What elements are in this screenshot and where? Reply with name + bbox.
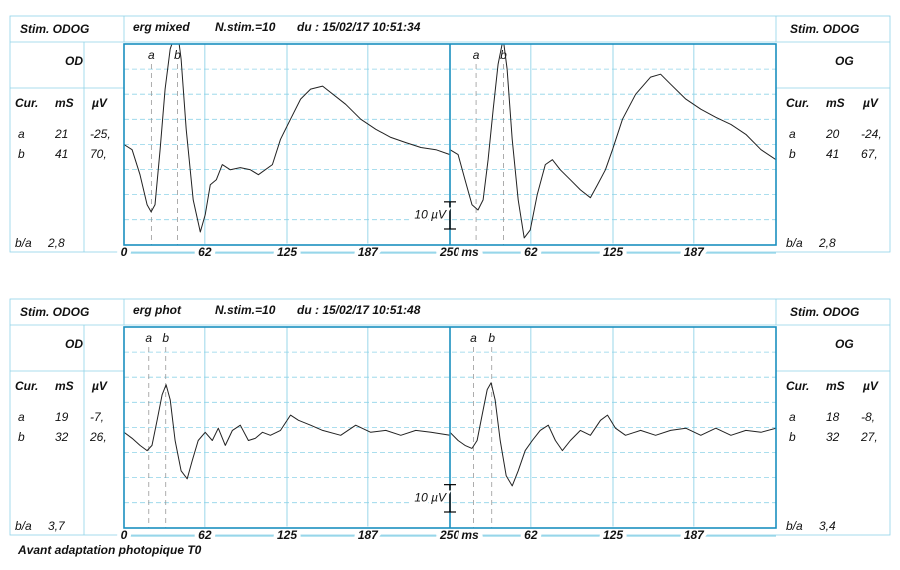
- x-tick-label: 0: [121, 528, 128, 542]
- cursor-value: a: [789, 410, 796, 424]
- x-tick-label: 250: [439, 245, 460, 259]
- x-tick-label: 0: [121, 245, 128, 259]
- cursor-label: a: [148, 48, 155, 62]
- erg-trace: [124, 44, 451, 233]
- panel-title: Stim. ODOG: [790, 305, 859, 319]
- cursor-value: 70,: [90, 147, 107, 161]
- x-tick-label: 187: [684, 528, 705, 542]
- cursor-value: -25,: [90, 127, 111, 141]
- cursor-value: b: [18, 430, 25, 444]
- x-tick-label: 62: [198, 528, 212, 542]
- eye-label: OD: [65, 337, 83, 351]
- cursor-label: a: [145, 331, 152, 345]
- ratio-label: b/a: [15, 519, 32, 533]
- panel-frame: [9, 298, 891, 536]
- cursor-value: 21: [54, 127, 68, 141]
- column-header: mS: [826, 96, 845, 110]
- cursor-value: -24,: [861, 127, 882, 141]
- cursor-value: 26,: [89, 430, 107, 444]
- protocol: erg mixed: [133, 20, 190, 34]
- eye-label: OD: [65, 54, 83, 68]
- cursor-value: b: [18, 147, 25, 161]
- cursor-value: b: [789, 147, 796, 161]
- x-tick-label: 125: [277, 528, 297, 542]
- cursor-value: 19: [55, 410, 69, 424]
- cursor-value: 41: [826, 147, 839, 161]
- column-header: mS: [826, 379, 845, 393]
- scale-label: 10 µV: [414, 490, 447, 504]
- x-unit: ms: [461, 245, 479, 259]
- erg-trace: [449, 382, 776, 487]
- stim-count: N.stim.=10: [215, 20, 276, 34]
- cursor-value: 67,: [861, 147, 878, 161]
- ratio-label: b/a: [786, 519, 803, 533]
- ratio-value: 3,4: [819, 519, 836, 533]
- panel-title: Stim. ODOG: [20, 305, 89, 319]
- column-header: µV: [862, 379, 879, 393]
- x-tick-label: 187: [684, 245, 705, 259]
- panel-title: Stim. ODOG: [790, 22, 859, 36]
- panel-frame: [9, 15, 891, 253]
- cursor-value: -8,: [861, 410, 875, 424]
- cursor-label: b: [174, 48, 181, 62]
- panel-title: Stim. ODOG: [20, 22, 89, 36]
- ratio-value: 3,7: [48, 519, 66, 533]
- cursor-value: 32: [55, 430, 69, 444]
- cursor-value: -7,: [90, 410, 104, 424]
- panel: Stim. ODOG erg mixed N.stim.=10 du : 15/02/…: [9, 15, 891, 263]
- column-header: Cur.: [786, 96, 809, 110]
- erg-trace: [124, 384, 451, 480]
- column-header: µV: [91, 96, 108, 110]
- x-tick-label: 125: [277, 245, 297, 259]
- ratio-label: b/a: [15, 236, 32, 250]
- panel: Stim. ODOG erg phot N.stim.=10 du : 15/02/1…: [9, 298, 891, 546]
- x-tick-label: 125: [603, 528, 623, 542]
- column-header: Cur.: [15, 379, 38, 393]
- x-tick-label: 187: [358, 528, 379, 542]
- cursor-value: 18: [826, 410, 840, 424]
- x-tick-label: 62: [524, 245, 538, 259]
- x-unit: ms: [461, 528, 479, 542]
- footer-note: Avant adaptation photopique T0: [17, 543, 202, 557]
- date: du : 15/02/17 10:51:48: [297, 303, 421, 317]
- cursor-value: 20: [825, 127, 840, 141]
- column-header: Cur.: [786, 379, 809, 393]
- cursor-value: a: [18, 410, 25, 424]
- cursor-value: a: [18, 127, 25, 141]
- stim-count: N.stim.=10: [215, 303, 276, 317]
- cursor-label: b: [500, 48, 507, 62]
- cursor-value: 41: [55, 147, 68, 161]
- cursor-label: a: [473, 48, 480, 62]
- scale-label: 10 µV: [414, 208, 447, 222]
- cursor-label: a: [470, 331, 477, 345]
- cursor-label: b: [162, 331, 169, 345]
- eye-label: OG: [835, 337, 854, 351]
- column-header: mS: [55, 379, 74, 393]
- x-tick-label: 250: [439, 528, 460, 542]
- x-tick-label: 187: [358, 245, 379, 259]
- column-header: µV: [862, 96, 879, 110]
- protocol: erg phot: [133, 303, 182, 317]
- cursor-value: 27,: [860, 430, 878, 444]
- cursor-value: b: [789, 430, 796, 444]
- eye-label: OG: [835, 54, 854, 68]
- x-tick-label: 62: [198, 245, 212, 259]
- column-header: µV: [91, 379, 108, 393]
- ratio-value: 2,8: [47, 236, 65, 250]
- column-header: mS: [55, 96, 74, 110]
- cursor-value: 32: [826, 430, 840, 444]
- cursor-value: a: [789, 127, 796, 141]
- column-header: Cur.: [15, 96, 38, 110]
- ratio-label: b/a: [786, 236, 803, 250]
- date: du : 15/02/17 10:51:34: [297, 20, 421, 34]
- x-tick-label: 125: [603, 245, 623, 259]
- x-tick-label: 62: [524, 528, 538, 542]
- erg-trace: [449, 44, 776, 239]
- cursor-label: b: [488, 331, 495, 345]
- ratio-value: 2,8: [818, 236, 836, 250]
